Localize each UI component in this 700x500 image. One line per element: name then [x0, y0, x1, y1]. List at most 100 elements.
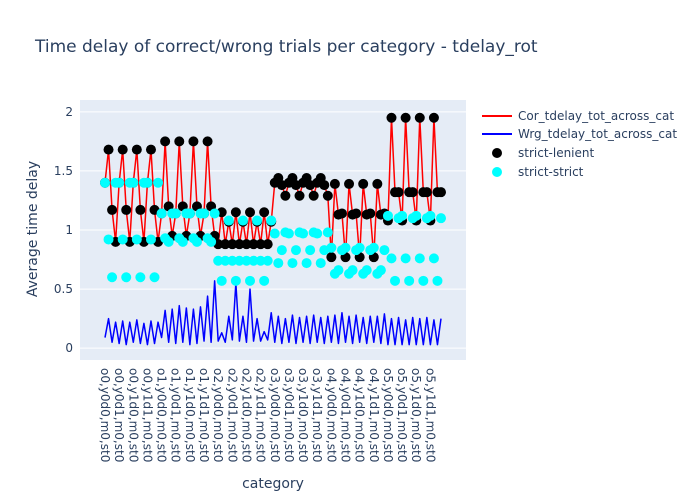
strict-strict-point — [414, 253, 425, 264]
strict-lenient-point — [326, 252, 337, 263]
strict-lenient-point — [262, 239, 273, 250]
strict-strict-point — [142, 177, 153, 188]
strict-strict-point — [114, 177, 125, 188]
strict-lenient-point — [117, 144, 128, 155]
y-axis-title: Average time delay — [25, 161, 41, 297]
strict-lenient-point — [227, 239, 238, 250]
strict-lenient-point — [351, 208, 362, 219]
strict-strict-point — [400, 253, 411, 264]
x-tick-label: o4,y1d1,m0,st0 — [367, 368, 381, 462]
y-tick-label: 1 — [65, 223, 73, 237]
strict-lenient-point — [372, 178, 383, 189]
strict-lenient-point — [230, 207, 241, 218]
x-tick-label: o5,y1d0,m0,st0 — [409, 368, 423, 462]
x-axis-title: category — [242, 476, 304, 492]
strict-lenient-point — [160, 136, 171, 147]
strict-lenient-point — [319, 180, 330, 191]
strict-lenient-point — [241, 239, 252, 250]
strict-strict-point — [287, 258, 298, 269]
y-tick-label: 2 — [65, 105, 73, 119]
strict-strict-point — [135, 272, 146, 283]
strict-strict-point — [223, 215, 234, 226]
strict-strict-point — [305, 245, 316, 256]
x-tick-label: o0,y1d0,m0,st0 — [126, 368, 140, 462]
strict-lenient-point — [103, 144, 114, 155]
legend-item-wrg[interactable]: Wrg_tdelay_tot_across_cat — [482, 127, 677, 141]
strict-lenient-point — [358, 178, 369, 189]
strict-lenient-point — [145, 144, 156, 155]
x-tick-label: o2,y0d1,m0,st0 — [225, 368, 239, 462]
strict-strict-point — [432, 275, 443, 286]
strict-lenient-point — [294, 190, 305, 201]
legend-item-cor[interactable]: Cor_tdelay_tot_across_cat — [482, 109, 674, 123]
chart-traces — [100, 112, 446, 346]
x-tick-label: o5,y0d0,m0,st0 — [381, 368, 395, 462]
strict-strict-point — [276, 245, 287, 256]
strict-strict-point — [354, 242, 365, 253]
strict-strict-point — [209, 208, 220, 219]
strict-strict-point — [156, 208, 167, 219]
strict-strict-point — [131, 234, 142, 245]
strict-lenient-point — [188, 136, 199, 147]
x-tick-label: o0,y0d1,m0,st0 — [112, 368, 126, 462]
strict-lenient-point — [107, 204, 118, 215]
legend-label-strict-strict: strict-strict — [518, 165, 584, 179]
strict-strict-point — [255, 255, 266, 266]
legend-item-strict-strict[interactable]: strict-strict — [492, 165, 584, 179]
strict-strict-point — [245, 275, 256, 286]
strict-lenient-point — [131, 144, 142, 155]
strict-strict-point — [237, 215, 248, 226]
strict-lenient-point — [407, 187, 418, 198]
strict-strict-point — [100, 177, 110, 188]
strict-strict-point — [121, 272, 132, 283]
strict-strict-point — [418, 275, 429, 286]
x-tick-label: o3,y1d1,m0,st0 — [310, 368, 324, 462]
legend-label-wrg: Wrg_tdelay_tot_across_cat — [518, 127, 677, 141]
legend-swatch-strict-lenient-marker — [492, 148, 502, 158]
legend[interactable]: Cor_tdelay_tot_across_cat Wrg_tdelay_tot… — [482, 109, 677, 179]
strict-strict-point — [397, 210, 408, 221]
strict-strict-point — [128, 177, 139, 188]
y-tick-label: 0.5 — [54, 282, 73, 296]
strict-strict-point — [170, 208, 181, 219]
strict-strict-point — [266, 215, 277, 226]
x-tick-label: o2,y1d1,m0,st0 — [254, 368, 268, 462]
x-tick-label: o3,y0d1,m0,st0 — [282, 368, 296, 462]
strict-strict-point — [107, 272, 118, 283]
strict-strict-point — [326, 242, 337, 253]
strict-strict-point — [216, 275, 227, 286]
strict-strict-point — [163, 236, 174, 247]
strict-lenient-point — [386, 112, 397, 123]
strict-lenient-point — [421, 187, 432, 198]
strict-lenient-point — [174, 136, 185, 147]
strict-strict-point — [184, 208, 195, 219]
strict-strict-point — [220, 255, 231, 266]
strict-lenient-point — [336, 208, 347, 219]
strict-strict-point — [301, 258, 312, 269]
strict-strict-point — [290, 245, 301, 256]
strict-strict-point — [145, 234, 156, 245]
strict-strict-point — [322, 227, 333, 238]
y-tick-label: 0 — [65, 341, 73, 355]
x-tick-label: o2,y1d0,m0,st0 — [239, 368, 253, 462]
strict-strict-point — [340, 242, 351, 253]
strict-strict-point — [241, 255, 252, 266]
strict-lenient-point — [259, 207, 270, 218]
legend-item-strict-lenient[interactable]: strict-lenient — [492, 146, 595, 160]
strict-lenient-point — [202, 136, 213, 147]
legend-label-strict-lenient: strict-lenient — [518, 146, 595, 160]
strict-strict-point — [379, 245, 390, 256]
strict-strict-point — [191, 236, 202, 247]
strict-strict-point — [404, 275, 415, 286]
strict-strict-point — [368, 242, 379, 253]
strict-strict-point — [227, 255, 238, 266]
x-tick-label: o4,y1d0,m0,st0 — [353, 368, 367, 462]
strict-lenient-point — [322, 190, 333, 201]
x-tick-label: o1,y1d0,m0,st0 — [183, 368, 197, 462]
strict-strict-point — [312, 228, 323, 239]
strict-strict-point — [386, 253, 397, 264]
strict-strict-point — [382, 210, 393, 221]
x-tick-label: o1,y1d1,m0,st0 — [197, 368, 211, 462]
x-tick-label: o5,y0d1,m0,st0 — [395, 368, 409, 462]
strict-lenient-point — [234, 239, 245, 250]
